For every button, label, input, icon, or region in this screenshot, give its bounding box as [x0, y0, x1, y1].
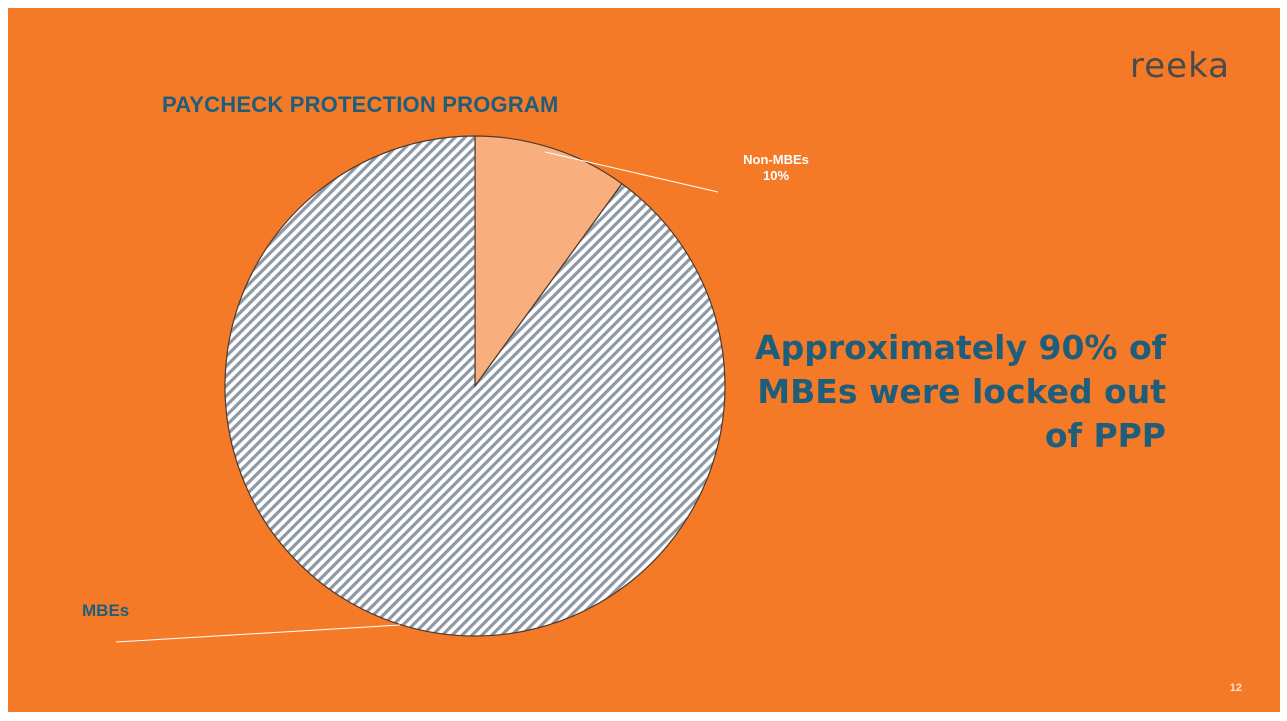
slice-value-non-mbes: 10%	[763, 168, 789, 183]
page-number: 12	[1229, 682, 1242, 694]
leader-line-mbes	[115, 624, 401, 643]
leader-lines	[115, 151, 719, 643]
pie-slice-non-mbes	[474, 135, 623, 388]
slice-label-non-mbes: Non-MBEs	[743, 152, 809, 167]
pie-slices	[224, 135, 726, 637]
slide: reeka PAYCHECK PROTECTION PROGRAM Non-MB…	[8, 8, 1280, 712]
chart-title: PAYCHECK PROTECTION PROGRAM	[162, 92, 559, 117]
brand-logo: reeka	[1130, 46, 1230, 86]
pie-slice-mbes	[224, 135, 726, 637]
slice-label-mbes: MBEs	[82, 601, 129, 620]
headline: Approximately 90% of MBEs were locked ou…	[755, 328, 1166, 455]
leader-line-non-mbes	[544, 151, 719, 193]
